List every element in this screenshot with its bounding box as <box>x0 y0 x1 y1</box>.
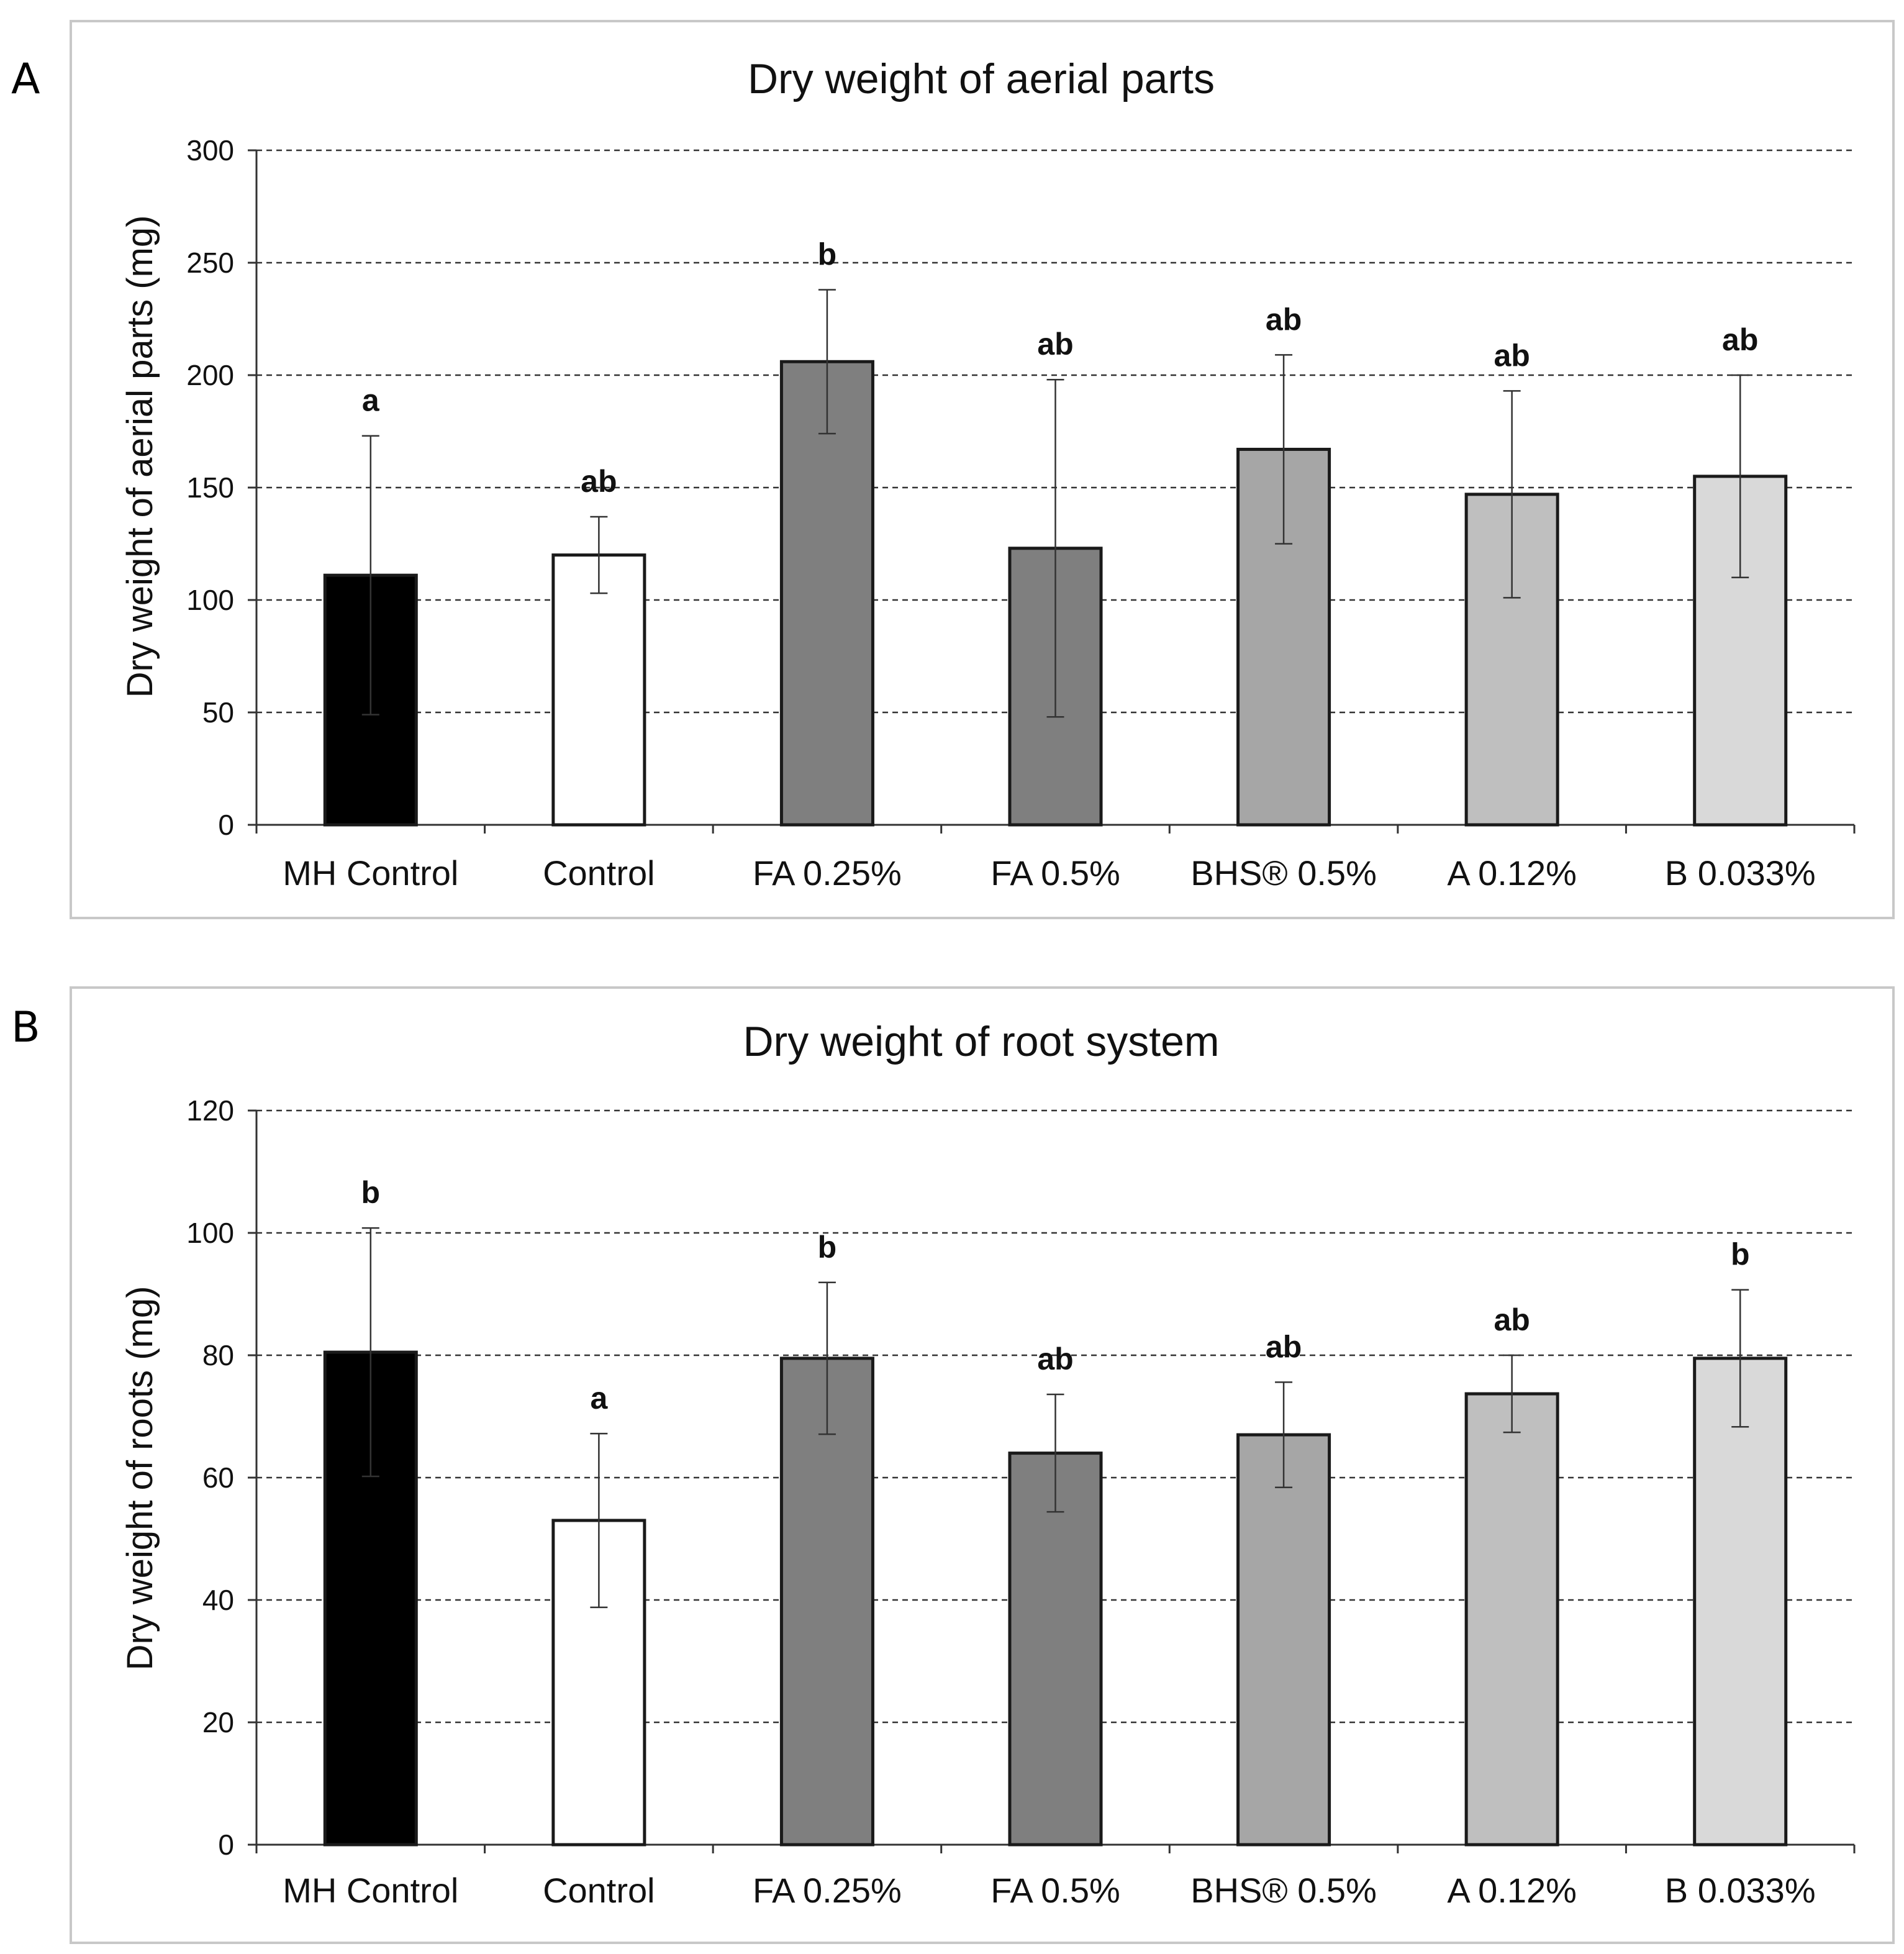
category-label: BHS® 0.5% <box>1190 1871 1377 1910</box>
y-tick-label: 100 <box>186 584 234 616</box>
significance-label: ab <box>581 464 617 499</box>
significance-label: b <box>818 1230 837 1265</box>
y-tick-label: 50 <box>202 696 234 729</box>
bar <box>1008 1452 1103 1847</box>
category-label: A 0.12% <box>1447 853 1577 893</box>
category-label: MH Control <box>283 1871 458 1910</box>
y-tick-label: 120 <box>186 1094 234 1127</box>
y-tick-label: 150 <box>186 471 234 504</box>
bar <box>779 1356 874 1847</box>
category-label: Control <box>543 853 655 893</box>
category-label: FA 0.25% <box>753 853 902 893</box>
y-axis-title: Dry weight of roots (mg) <box>120 1286 160 1671</box>
y-tick-label: 20 <box>202 1706 234 1738</box>
category-label: B 0.033% <box>1665 853 1816 893</box>
category-label: FA 0.5% <box>991 853 1120 893</box>
category-label: FA 0.5% <box>991 1871 1120 1910</box>
category-label: Control <box>543 1871 655 1910</box>
significance-label: a <box>362 383 380 418</box>
category-label: A 0.12% <box>1447 1871 1577 1910</box>
plot-area: 0 50 100 150 200 250 300 a MH Control ab Control b F… <box>186 134 1856 893</box>
panel-label-b: B <box>11 1003 40 1052</box>
y-tick-label: 40 <box>202 1584 234 1616</box>
chart-aerial-parts: Dry weight of aerial parts Dry weight of… <box>70 20 1895 919</box>
significance-label: b <box>818 237 837 271</box>
significance-label: b <box>1731 1237 1750 1272</box>
bar <box>1236 1433 1331 1847</box>
chart-title: Dry weight of root system <box>743 1018 1219 1065</box>
chart-root-system: Dry weight of root system Dry weight of … <box>70 986 1895 1944</box>
significance-label: a <box>590 1381 608 1416</box>
bar <box>551 553 646 827</box>
panel-label-a: A <box>11 55 40 104</box>
y-tick-label: 0 <box>218 1829 234 1861</box>
significance-label: ab <box>1266 1329 1302 1364</box>
category-label: FA 0.25% <box>753 1871 902 1910</box>
y-tick-label: 60 <box>202 1461 234 1494</box>
bar <box>1464 1392 1559 1847</box>
y-tick-label: 300 <box>186 134 234 166</box>
significance-label: ab <box>1037 1342 1073 1376</box>
y-tick-label: 0 <box>218 809 234 841</box>
category-label: MH Control <box>283 853 458 893</box>
y-tick-label: 100 <box>186 1217 234 1249</box>
significance-label: b <box>361 1175 381 1210</box>
category-label: B 0.033% <box>1665 1871 1816 1910</box>
significance-label: ab <box>1494 338 1530 373</box>
bar <box>779 360 874 827</box>
significance-label: ab <box>1722 322 1758 357</box>
plot-area: 0 20 40 60 80 100 120 b MH Control a Control b FA 0.… <box>186 1094 1856 1910</box>
y-tick-label: 250 <box>186 247 234 279</box>
y-axis-title: Dry weight of aerial parts (mg) <box>120 216 160 698</box>
y-tick-label: 80 <box>202 1339 234 1371</box>
significance-label: ab <box>1266 302 1302 337</box>
significance-label: ab <box>1494 1302 1530 1337</box>
y-tick-label: 200 <box>186 359 234 391</box>
bar <box>1693 1356 1788 1847</box>
category-label: BHS® 0.5% <box>1190 853 1377 893</box>
significance-label: ab <box>1037 327 1073 361</box>
chart-title: Dry weight of aerial parts <box>748 55 1215 102</box>
